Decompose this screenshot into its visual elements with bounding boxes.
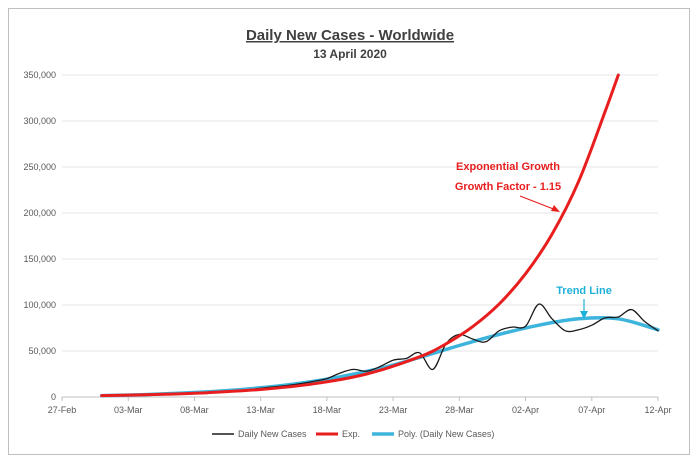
annotation-trend-line: Trend Line: [556, 285, 612, 297]
chart-frame: [8, 8, 690, 455]
legend-label: Exp.: [342, 429, 360, 439]
x-tick-label: 27-Feb: [48, 405, 77, 415]
y-tick-label: 100,000: [23, 300, 56, 310]
y-tick-label: 300,000: [23, 116, 56, 126]
annotation-growth-factor: Growth Factor - 1.15: [455, 181, 561, 193]
y-tick-label: 350,000: [23, 70, 56, 80]
x-tick-label: 18-Mar: [313, 405, 342, 415]
legend-label: Daily New Cases: [238, 429, 307, 439]
annotations: Exponential Growth Growth Factor - 1.15 …: [455, 161, 612, 319]
y-tick-label: 50,000: [28, 346, 56, 356]
x-tick-label: 13-Mar: [246, 405, 275, 415]
x-tick-label: 03-Mar: [114, 405, 143, 415]
x-tick-label: 12-Apr: [644, 405, 671, 415]
chart-subtitle: 13 April 2020: [313, 47, 387, 61]
x-tick-label: 07-Apr: [578, 405, 605, 415]
legend: Daily New Cases Exp. Poly. (Daily New Case…: [212, 429, 494, 439]
series-layer: [99, 73, 660, 398]
y-tick-label: 200,000: [23, 208, 56, 218]
x-axis-ticks: 27-Feb 03-Mar 08-Mar 13-Mar 18-Mar 23-Mar 28-M…: [48, 397, 672, 415]
y-tick-label: 150,000: [23, 254, 56, 264]
annotation-exponential-growth: Exponential Growth: [456, 161, 560, 173]
y-axis-ticks: 0 50,000 100,000 150,000 200,000 250,000 300,0…: [23, 70, 56, 402]
annotation-exp-arrow-head: [551, 205, 560, 212]
x-tick-label: 23-Mar: [379, 405, 408, 415]
gridlines: [62, 74, 658, 398]
annotation-exp-arrow-shaft: [519, 195, 557, 211]
y-tick-label: 0: [51, 392, 56, 402]
annotation-trend-arrow-head: [580, 311, 588, 319]
series-line-poly-daily-new-cases: [99, 315, 660, 398]
chart-title: Daily New Cases - Worldwide: [246, 27, 454, 44]
series-line-exp: [100, 73, 620, 398]
x-tick-label: 28-Mar: [445, 405, 474, 415]
legend-label: Poly. (Daily New Cases): [398, 429, 494, 439]
y-tick-label: 250,000: [23, 162, 56, 172]
x-tick-label: 08-Mar: [180, 405, 209, 415]
x-tick-label: 02-Apr: [512, 405, 539, 415]
